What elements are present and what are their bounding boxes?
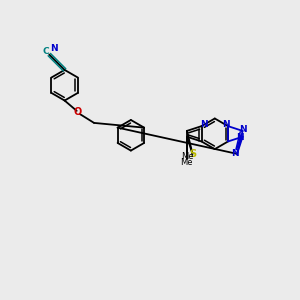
Text: N: N — [236, 134, 244, 142]
Text: C: C — [43, 47, 50, 56]
Text: S: S — [189, 149, 197, 159]
Text: N: N — [223, 121, 230, 130]
Text: N: N — [200, 121, 208, 130]
Text: N: N — [239, 124, 246, 134]
Text: N: N — [50, 44, 58, 53]
Text: Me: Me — [181, 152, 194, 161]
Text: O: O — [74, 107, 82, 117]
Text: Me: Me — [180, 158, 193, 167]
Text: N: N — [232, 149, 239, 158]
